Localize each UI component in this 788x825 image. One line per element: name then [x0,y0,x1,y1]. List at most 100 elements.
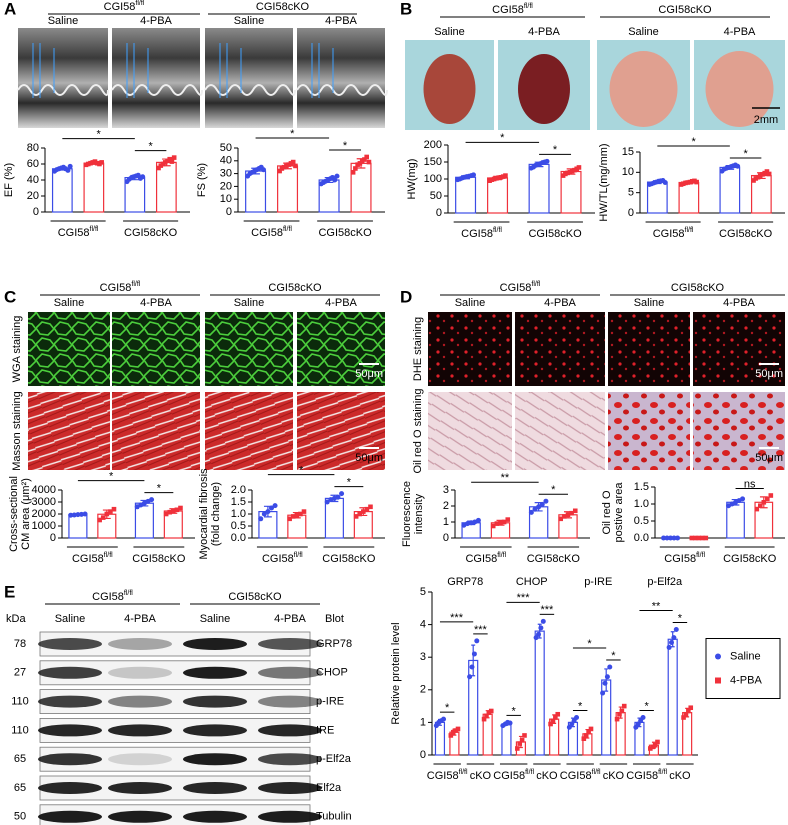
data-point [669,640,675,646]
data-point [528,509,534,515]
x-group-label: CGI58cKO [124,227,178,239]
data-point [108,509,113,514]
y-tick-label: 1.0 [634,498,649,510]
y-axis-label: Cross-sectional [8,476,20,552]
group-header: CGI58cKO [256,1,310,13]
x-group-label: CGI58fl/fl [262,552,303,565]
data-point [364,154,369,160]
data-point [265,509,271,515]
x-group-label-name: CGI58cKO [719,228,773,240]
micrograph [28,392,110,470]
x-group-label: CGI58cKO [528,228,582,240]
data-point [293,163,298,169]
data-point [475,517,481,523]
data-point [768,493,774,498]
stain-label: Oil red O staining [412,389,424,474]
group-header: CGI58cKO [228,591,282,603]
data-point [572,508,578,514]
x-group-label: CGI58fl/fl [560,769,601,782]
data-point [696,535,702,541]
y-axis-label: Oil red O [601,490,613,534]
micrograph [297,28,385,128]
y-tick-label: 2000 [32,508,56,520]
scale-bar-label: 50μm [355,452,383,464]
y-tick-label: 40 [27,174,39,186]
x-group-label-sup: fl/fl [658,769,667,776]
data-point [258,516,264,522]
x-group-label: CGI58fl/fl [461,227,502,240]
facet-title: GRP78 [447,576,483,588]
treatment-label: 4-PBA [528,26,560,38]
group-header: CGI58fl/fl [104,0,145,13]
group-header-name: CGI58 [104,1,136,13]
y-tick-label: 2.0 [231,484,246,496]
blot-name: Tubulin [316,811,352,823]
y-tick-label: 20 [27,190,39,202]
y-axis-label: intensity [413,493,425,534]
blot-label: Blot [325,613,344,625]
x-group-label-name: CGI58 [461,228,493,240]
data-point [471,651,477,657]
y-axis-label: FS (%) [196,163,208,197]
data-point [450,729,456,735]
data-point [490,523,496,529]
x-group-label: CGI58cKO [318,227,372,239]
data-point [353,514,359,519]
significance-label: * [109,471,114,483]
significance-label: *** [450,612,464,624]
x-group-label-name: CGI58 [427,770,459,782]
x-group-label-sup: fl/fl [294,552,303,559]
group-header: CGI58cKO [268,282,322,294]
data-point [576,165,582,170]
data-point [171,155,177,160]
x-group-label-sup: fl/fl [493,227,502,234]
blot-band [38,666,102,679]
data-point [507,720,513,726]
error-bar [604,668,609,692]
micrograph [205,28,293,128]
data-point [686,708,691,714]
x-group-label: CGI58cKO [719,228,773,240]
data-point [664,535,670,541]
y-axis-label: HW(mg) [406,159,418,200]
blot-band [38,724,102,737]
blot-name: GRP78 [316,638,352,650]
data-point [532,506,538,512]
significance-label: * [290,128,295,140]
data-point [167,156,173,162]
data-point [536,631,542,637]
x-group-label: cKO [536,770,558,782]
stain-label: Masson staining [11,391,23,471]
data-point [334,173,340,179]
data-point [544,158,550,164]
y-tick-label: 2 [443,500,449,512]
micrograph [112,312,200,386]
blot-band [258,753,322,766]
bar [68,513,88,539]
data-point [703,535,709,541]
y-tick-label: 1.0 [231,508,246,520]
data-point [486,710,492,715]
y-axis-label: EF (%) [3,163,15,197]
x-group-label-sup: fl/fl [497,552,506,559]
significance-label: * [553,144,558,156]
kda-value: 65 [14,782,26,794]
facet-title: CHOP [516,576,548,588]
blot-band [108,724,172,737]
data-point [494,521,500,526]
data-point [488,708,494,714]
blot-band [183,724,247,737]
blot-band [258,666,322,679]
data-point [602,680,608,686]
micrograph [297,392,385,470]
data-point [758,503,763,508]
data-point [174,507,180,513]
data-point [621,703,627,709]
data-point [298,511,303,517]
data-point [539,501,545,507]
micrograph [297,312,385,386]
treatment-label: Saline [234,15,265,27]
blot-name: p-IRE [316,696,344,708]
bar [534,630,545,756]
data-point [765,496,770,502]
